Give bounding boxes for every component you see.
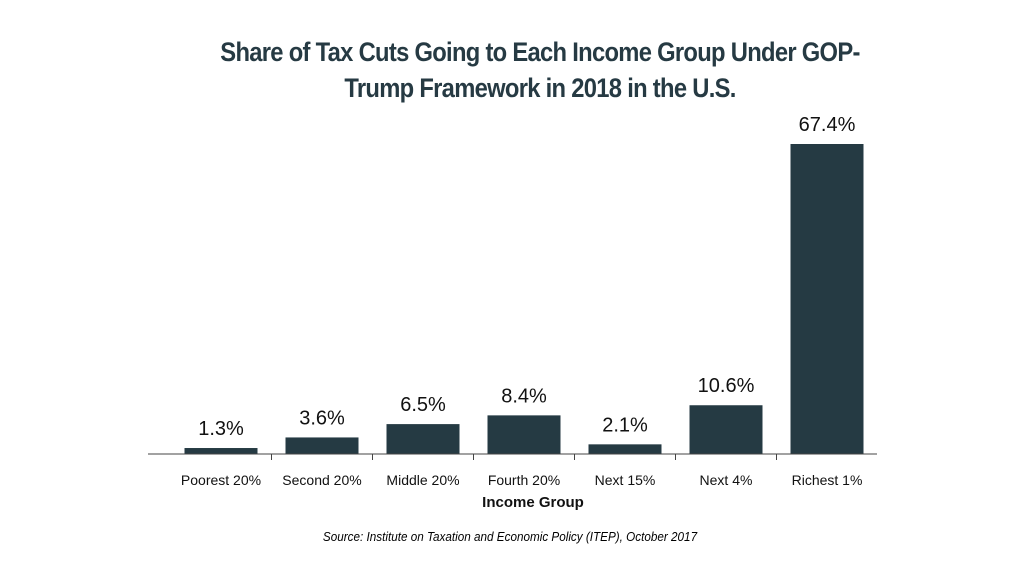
value-label-4: 2.1% bbox=[602, 414, 648, 436]
tick-labels-layer: Poorest 20% Second 20% Middle 20% Fourth 20… bbox=[181, 472, 862, 488]
tick-label-4: Next 15% bbox=[595, 472, 656, 488]
bar-1 bbox=[285, 437, 359, 454]
tick-label-6: Richest 1% bbox=[792, 472, 863, 488]
tick-label-3: Fourth 20% bbox=[488, 472, 560, 488]
bar-2 bbox=[386, 424, 460, 454]
tick-label-5: Next 4% bbox=[700, 472, 753, 488]
source-note: Source: Institute on Taxation and Econom… bbox=[322, 529, 698, 544]
value-label-5: 10.6% bbox=[698, 375, 755, 397]
bar-4 bbox=[588, 444, 662, 454]
tick-label-1: Second 20% bbox=[282, 472, 361, 488]
value-label-1: 3.6% bbox=[299, 407, 345, 429]
value-label-0: 1.3% bbox=[198, 418, 244, 440]
bar-0 bbox=[184, 448, 258, 454]
x-axis-title: Income Group bbox=[482, 494, 584, 511]
bar-5 bbox=[689, 405, 763, 454]
bars-layer bbox=[184, 144, 864, 454]
tick-label-2: Middle 20% bbox=[386, 472, 459, 488]
value-label-3: 8.4% bbox=[501, 385, 547, 407]
bar-3 bbox=[487, 415, 561, 454]
x-axis bbox=[148, 453, 877, 460]
bar-6 bbox=[790, 144, 864, 454]
value-labels-layer: 1.3% 3.6% 6.5% 8.4% 2.1% 10.6% 67.4% bbox=[198, 114, 855, 440]
chart-title: Share of Tax Cuts Going to Each Income G… bbox=[220, 37, 860, 103]
tick-label-0: Poorest 20% bbox=[181, 472, 261, 488]
value-label-6: 67.4% bbox=[799, 114, 856, 136]
value-label-2: 6.5% bbox=[400, 394, 446, 416]
